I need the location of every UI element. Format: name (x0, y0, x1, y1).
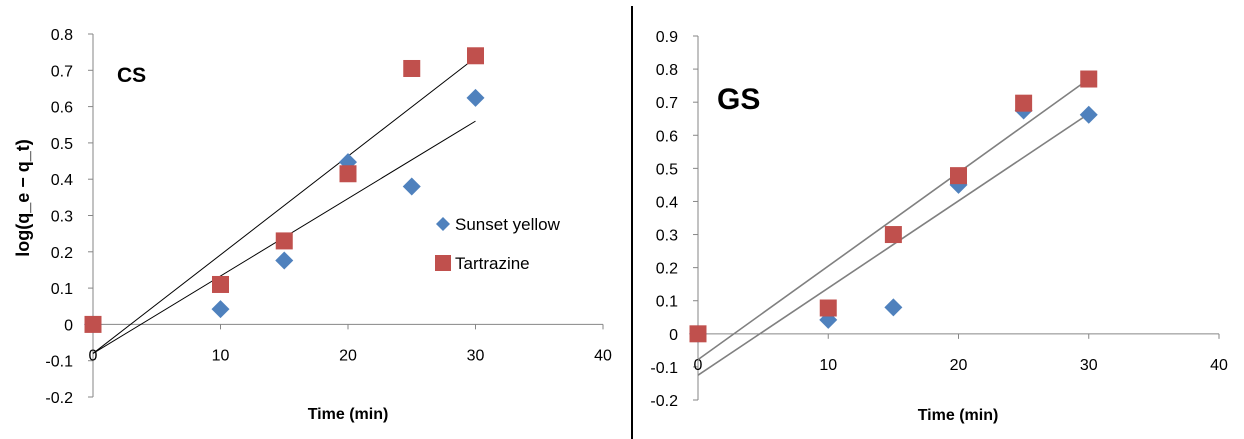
panel-divider (631, 6, 633, 439)
y-tick-label: 0.1 (656, 294, 678, 311)
y-tick-label: -0.2 (45, 390, 73, 407)
data-point-series-2 (467, 47, 484, 65)
legend-label-series-1: Sunset yellow (455, 215, 561, 234)
trendline-series-2 (697, 78, 1090, 361)
data-point-series-1 (211, 300, 230, 319)
trendline-series-2 (92, 57, 476, 354)
x-tick-label: 10 (212, 347, 230, 364)
gs-chart: -0.2 -0.1 0 0.1 0.2 0.3 0.4 0.5 0.6 0.7 0.8 0.9 0 10 2… (650, 29, 1228, 424)
x-tick-label: 0 (89, 347, 98, 364)
data-point-series-2 (950, 167, 967, 185)
x-axis-title: Time (min) (918, 407, 999, 424)
data-point-series-2 (212, 275, 229, 293)
x-tick-label: 30 (467, 347, 485, 364)
trendline-series-1 (697, 113, 1090, 376)
x-tick-label: 40 (1210, 357, 1228, 374)
y-tick-label: 0.3 (51, 209, 73, 226)
data-point-series-1 (466, 88, 485, 107)
data-point-series-2 (1080, 70, 1098, 88)
y-tick-label: -0.2 (650, 393, 678, 410)
data-point-series-2 (275, 232, 293, 250)
x-tick-label: 20 (339, 347, 357, 364)
legend-marker-series-1 (436, 217, 450, 231)
data-point-series-2 (403, 59, 421, 77)
y-tick-label: 0.4 (51, 172, 73, 189)
panel-label: CS (117, 64, 146, 87)
data-point-series-2 (819, 299, 837, 317)
y-tick-label: 0.2 (656, 261, 678, 278)
y-tick-label: 0.8 (51, 27, 73, 44)
y-tick-label: 0.6 (51, 100, 73, 117)
y-tick-label: 0.1 (51, 281, 73, 298)
legend-label-series-2: Tartrazine (455, 254, 530, 273)
y-tick-label: 0.6 (656, 128, 678, 145)
data-point-series-2 (884, 226, 902, 244)
data-point-series-2 (84, 315, 102, 333)
y-tick-label: 0 (64, 317, 73, 334)
legend-marker-series-2 (435, 255, 451, 271)
x-tick-label: 20 (950, 357, 968, 374)
y-tick-label: 0.2 (51, 245, 73, 262)
x-tick-label: 0 (694, 357, 703, 374)
data-point-series-1 (275, 251, 294, 270)
x-tick-label: 40 (594, 347, 612, 364)
x-tick-label: 30 (1080, 357, 1098, 374)
y-tick-label: 0.8 (656, 62, 678, 79)
data-point-series-2 (1015, 94, 1033, 112)
data-point-series-1 (402, 177, 421, 196)
y-axis-title: log(q_e − q_t) (13, 139, 33, 257)
y-tick-label: 0.4 (656, 194, 678, 211)
y-tick-label: -0.1 (650, 360, 678, 377)
cs-chart: -0.2 -0.1 0 0.1 0.2 0.3 0.4 0.5 0.6 0.7 0.8 0 10 20 30… (13, 27, 612, 423)
y-tick-label: 0.3 (656, 228, 678, 245)
x-tick-label: 10 (819, 357, 837, 374)
y-tick-label: -0.1 (45, 354, 73, 371)
y-tick-label: 0.7 (656, 95, 678, 112)
data-point-series-2 (689, 325, 707, 343)
data-point-series-1 (884, 298, 903, 317)
y-tick-label: 0.5 (656, 161, 678, 178)
y-tick-label: 0.5 (51, 136, 73, 153)
data-point-series-1 (1079, 105, 1098, 124)
y-tick-label: 0.7 (51, 63, 73, 80)
y-tick-label: 0 (669, 327, 678, 344)
y-tick-label: 0.9 (656, 29, 678, 46)
x-axis-title: Time (min) (308, 406, 389, 423)
panel-label: GS (717, 83, 760, 116)
data-point-series-2 (339, 165, 357, 183)
